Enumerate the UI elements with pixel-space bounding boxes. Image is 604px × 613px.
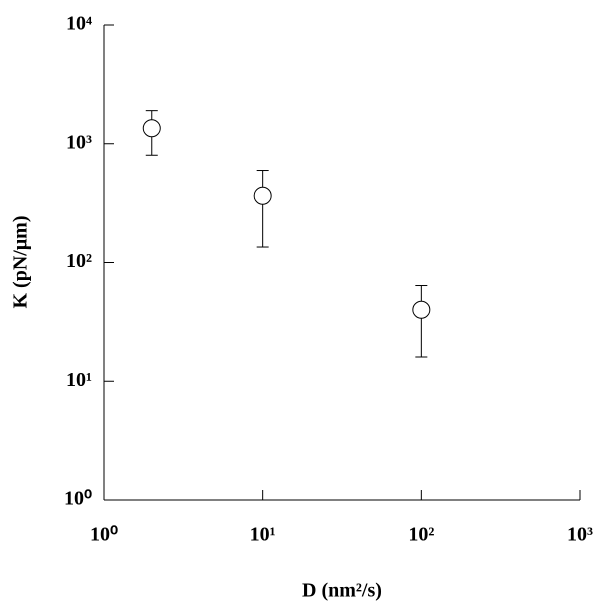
x-tick-label: 10² [408,524,434,546]
x-axis-label: D (nm²/s) [302,580,382,602]
x-tick-label: 10¹ [250,524,276,546]
y-axis-label: K (pN/μm) [10,216,32,309]
point [253,186,272,205]
y-tick-label: 10¹ [66,369,92,391]
y-tick-label: 10⁰ [64,488,92,510]
x-tick-label: 10³ [567,524,593,546]
y-tick-label: 10⁴ [66,13,92,35]
y-tick-label: 10² [66,250,92,272]
point [142,119,161,138]
point [412,300,431,319]
x-tick-label: 10⁰ [90,524,118,546]
y-tick-label: 10³ [66,131,92,153]
